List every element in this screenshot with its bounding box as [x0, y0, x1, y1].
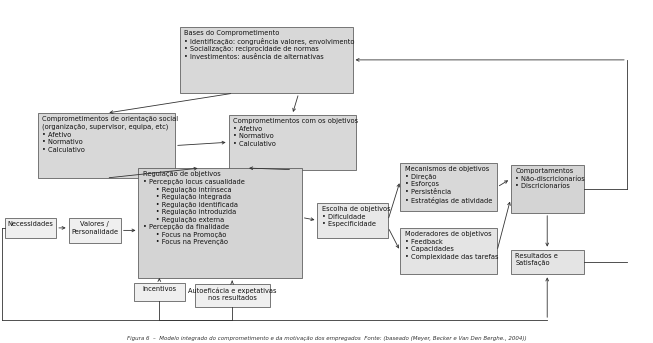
FancyBboxPatch shape	[180, 27, 353, 93]
FancyBboxPatch shape	[511, 165, 584, 213]
FancyBboxPatch shape	[69, 218, 121, 243]
Text: Valores /
Personalidade: Valores / Personalidade	[71, 221, 118, 235]
FancyBboxPatch shape	[38, 113, 175, 178]
Text: Necessidades: Necessidades	[8, 221, 54, 227]
Text: Bases do Comprometimento
• Identificação: congruência valores, envolvimento
• So: Bases do Comprometimento • Identificação…	[184, 30, 355, 60]
Text: Figura 6  –  Modelo integrado do comprometimento e da motivação dos empregados  : Figura 6 – Modelo integrado do compromet…	[127, 336, 526, 341]
Text: Escolha de objetivos
• Dificuldade
• Especificidade: Escolha de objetivos • Dificuldade • Esp…	[322, 206, 390, 227]
FancyBboxPatch shape	[195, 284, 270, 307]
Text: Mecanismos de objetivos
• Direção
• Esforços
• Persistência
• Estratégias de ati: Mecanismos de objetivos • Direção • Esfo…	[405, 166, 492, 204]
FancyBboxPatch shape	[511, 250, 584, 274]
FancyBboxPatch shape	[5, 218, 56, 238]
FancyBboxPatch shape	[317, 203, 388, 238]
FancyBboxPatch shape	[134, 283, 185, 301]
Text: Resultados e
Satisfação: Resultados e Satisfação	[515, 253, 558, 267]
Text: Moderadores de objetivos
• Feedback
• Capacidades
• Complexidade das tarefas: Moderadores de objetivos • Feedback • Ca…	[405, 231, 498, 260]
FancyBboxPatch shape	[400, 163, 497, 211]
Text: Incentivos: Incentivos	[142, 286, 176, 292]
Text: Comprometimentos de orientação social
(organização, supervisor, equipa, etc)
• A: Comprometimentos de orientação social (o…	[42, 117, 178, 153]
FancyBboxPatch shape	[138, 168, 302, 278]
Text: Comportamentos
• Não-discricionaríos
• Discricionaríos: Comportamentos • Não-discricionaríos • D…	[515, 168, 585, 189]
FancyBboxPatch shape	[400, 228, 497, 274]
Text: Regulação de objetivos
• Percepção locus casualidade
      • Regulação intrínsec: Regulação de objetivos • Percepção locus…	[143, 172, 245, 246]
Text: Autoeficácia e expetativas
nos resultados: Autoeficácia e expetativas nos resultado…	[188, 287, 276, 301]
FancyBboxPatch shape	[229, 115, 356, 170]
Text: Comprometimentos com os objetivos
• Afetivo
• Normativo
• Calculativo: Comprometimentos com os objetivos • Afet…	[233, 118, 358, 146]
